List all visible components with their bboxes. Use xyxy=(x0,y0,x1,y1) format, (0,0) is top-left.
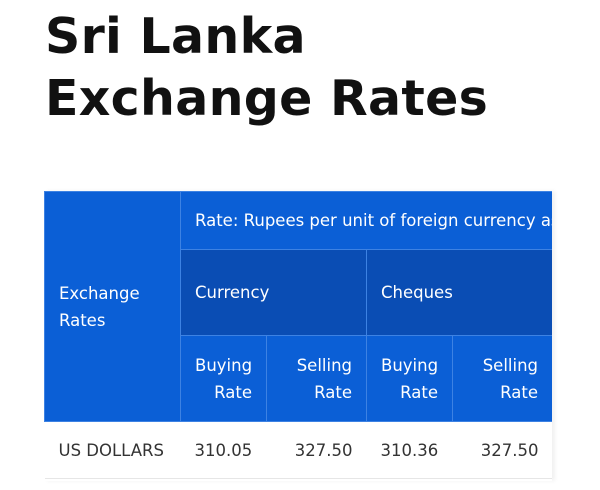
column-label: Selling Rate xyxy=(296,355,352,402)
cell: 327.50 xyxy=(452,421,552,479)
cell: 310.36 xyxy=(366,421,453,479)
group-header: Currency xyxy=(180,249,367,336)
column-label: Buying Rate xyxy=(195,355,253,402)
group-header: Cheques xyxy=(365,249,552,336)
column-header: Buying Rate xyxy=(180,335,267,422)
column-header: Selling Rate xyxy=(266,335,367,422)
group-label: Cheques xyxy=(381,283,453,302)
column-label: Buying Rate xyxy=(381,355,439,402)
column-header: Selling Rate xyxy=(451,335,552,422)
table-row: US DOLLARS 310.05 327.50 310.36 327.50 xyxy=(44,421,552,479)
cell: US DOLLARS xyxy=(44,421,181,479)
table-container: Exchange Rates Rate: Rupees per unit of … xyxy=(44,191,552,481)
column-label: Selling Rate xyxy=(482,355,539,402)
caption: Rate: Rupees per unit of foreign currenc… xyxy=(195,211,552,230)
group-label: Currency xyxy=(195,283,270,302)
cell: 310.05 xyxy=(180,421,267,479)
rates-table: Exchange Rates Rate: Rupees per unit of … xyxy=(44,191,552,479)
column-header: Buying Rate xyxy=(366,335,453,422)
corner-label: Exchange Rates xyxy=(59,283,140,330)
caption-cell: Rate: Rupees per unit of foreign currenc… xyxy=(179,191,552,250)
cell: 327.50 xyxy=(266,421,367,479)
page-title: Sri Lanka Exchange Rates xyxy=(45,8,489,127)
corner-cell: Exchange Rates xyxy=(44,191,181,422)
